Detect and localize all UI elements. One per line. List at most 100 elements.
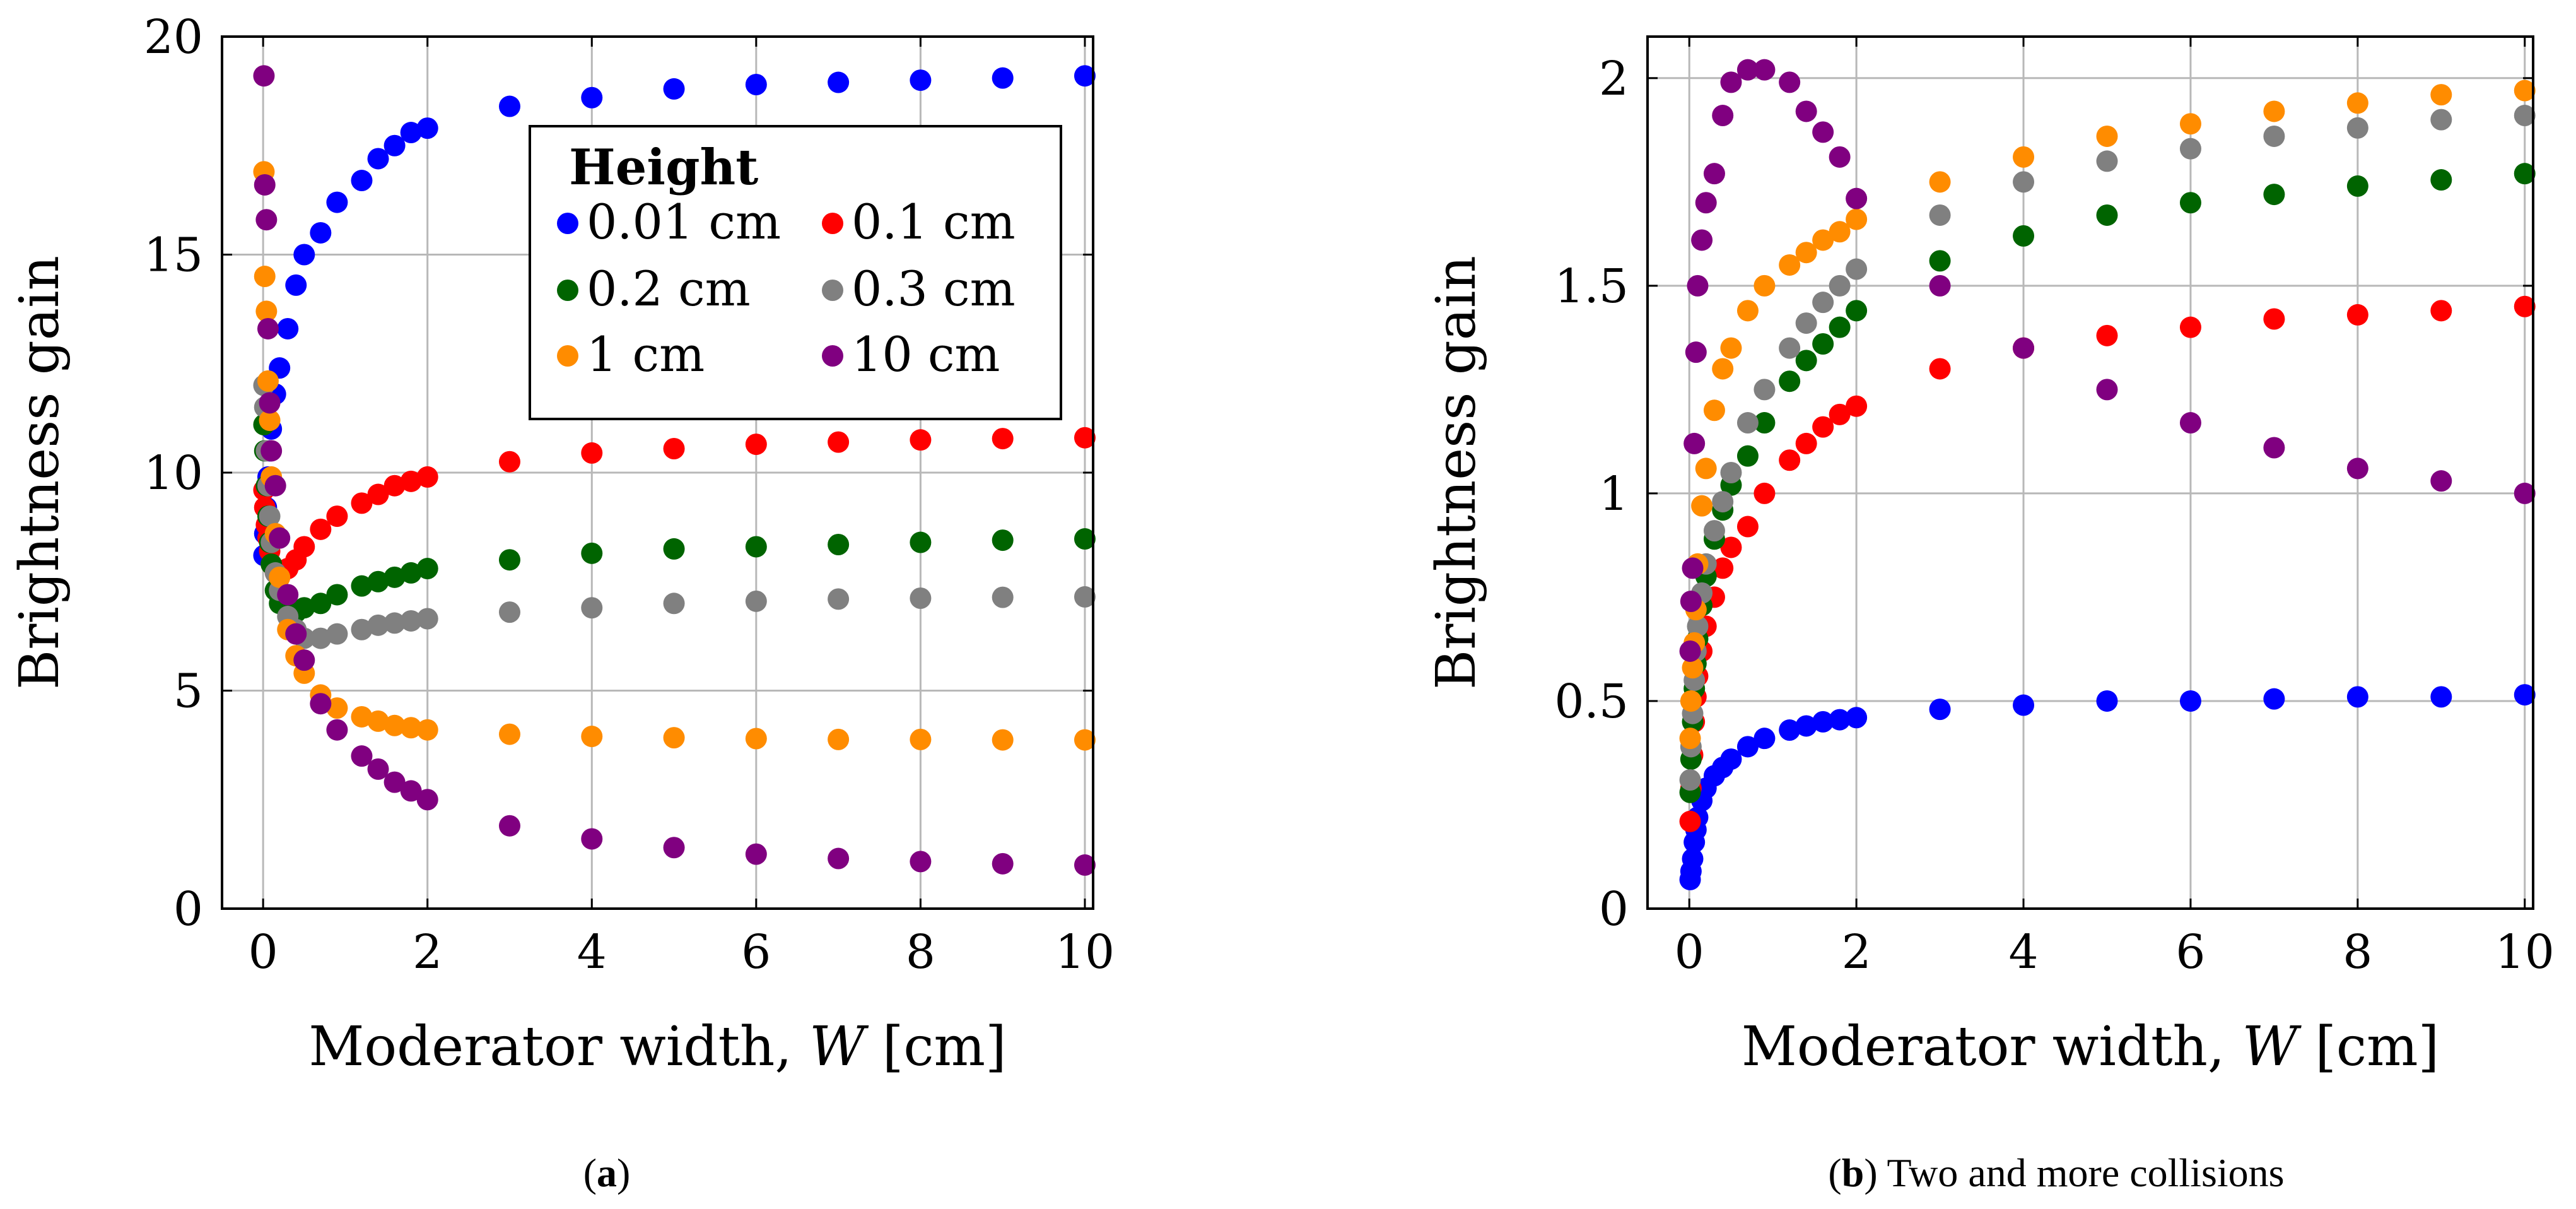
point-10-cm-24: [992, 852, 1014, 875]
x-axis-label-unit: [cm]: [2298, 1015, 2439, 1078]
point-10-cm-16: [1829, 146, 1851, 168]
point-0p01-cm-21: [745, 74, 767, 96]
point-0p2-cm-22: [828, 534, 850, 556]
point-1-cm-13: [1779, 254, 1801, 276]
point-1-cm-22: [828, 728, 850, 750]
point-0p3-cm-20: [663, 593, 685, 615]
point-0p1-cm-9: [1712, 557, 1734, 579]
point-0p2-cm-18: [498, 549, 520, 571]
point-10-cm-14: [367, 758, 389, 780]
series-0p1-cm: [1679, 295, 2536, 832]
point-10-cm-4: [1685, 341, 1707, 363]
point-0p01-cm-13: [351, 170, 373, 192]
point-0p01-cm-20: [663, 78, 685, 100]
point-0p3-cm-13: [351, 618, 373, 640]
point-10-cm-16: [400, 780, 422, 802]
point-0p2-cm-24: [2430, 169, 2452, 191]
point-0p3-cm-14: [1795, 312, 1817, 334]
point-0p1-cm-21: [745, 433, 767, 456]
point-1-cm-1: [1680, 690, 1702, 712]
point-0p01-cm-12: [326, 191, 348, 213]
legend-label-10-cm: 10 cm: [852, 326, 1000, 382]
point-0p1-cm-12: [1753, 482, 1776, 504]
y-axis-label: Brightness gain: [1425, 256, 1488, 690]
point-1-cm-24: [2430, 84, 2452, 106]
x-tick-label-6: 6: [741, 925, 771, 979]
point-0p01-cm-24: [992, 67, 1014, 89]
plot-frame: [1646, 35, 2534, 910]
point-0p3-cm-24: [992, 586, 1014, 608]
point-1-cm-25: [2514, 80, 2536, 102]
legend-box: [529, 125, 1062, 420]
caption-a: (a): [583, 1150, 631, 1195]
point-1-cm-7: [1695, 457, 1717, 480]
point-0p2-cm-24: [992, 529, 1014, 551]
point-0p01-cm-14: [1795, 715, 1817, 737]
x-axis-label-unit: [cm]: [865, 1015, 1007, 1078]
point-10-cm-6: [1691, 229, 1713, 251]
point-10-cm-25: [2514, 482, 2536, 504]
point-0p01-cm-15: [383, 134, 406, 156]
point-1-cm-1: [254, 266, 276, 288]
point-10-cm-17: [1846, 187, 1868, 209]
point-0p01-cm-22: [2263, 688, 2285, 710]
point-0p2-cm-19: [581, 542, 603, 564]
point-0p1-cm-17: [1846, 395, 1868, 417]
series-0p01-cm: [1679, 684, 2536, 890]
point-0p2-cm-12: [326, 584, 348, 606]
point-0p2-cm-21: [745, 536, 767, 558]
point-0p3-cm-21: [745, 590, 767, 612]
point-0p1-cm-20: [2096, 324, 2118, 346]
point-10-cm-3: [257, 317, 279, 339]
point-10-cm-1: [1680, 591, 1702, 613]
point-0p1-cm-12: [326, 505, 348, 528]
point-1-cm-19: [581, 726, 603, 748]
point-0p2-cm-10: [293, 597, 315, 619]
point-1-cm-25: [1074, 729, 1096, 751]
point-0p3-cm-19: [581, 597, 603, 619]
legend-marker-0p01-cm: [557, 213, 578, 234]
legend-label-0p3-cm: 0.3 cm: [852, 261, 1016, 317]
y-axis-label: Brightness gain: [8, 256, 71, 690]
point-0p3-cm-22: [828, 588, 850, 610]
point-0p1-cm-14: [1795, 432, 1817, 454]
point-1-cm-13: [351, 705, 373, 728]
y-tick-label-0: 0: [1599, 882, 1629, 936]
point-10-cm-1: [254, 174, 276, 196]
point-0p2-cm-13: [351, 575, 373, 597]
point-1-cm-15: [383, 714, 406, 736]
point-0p01-cm-23: [2346, 686, 2368, 708]
point-10-cm-19: [2013, 337, 2035, 359]
point-0p1-cm-0: [1679, 810, 1701, 832]
point-1-cm-10: [1720, 337, 1742, 359]
point-1-cm-17: [416, 719, 438, 741]
point-0p01-cm-19: [2013, 694, 2035, 716]
point-10-cm-21: [745, 843, 767, 865]
legend-marker-0p1-cm: [822, 213, 843, 234]
point-0p2-cm-20: [663, 538, 685, 560]
point-0p01-cm-13: [1779, 719, 1801, 741]
point-0p3-cm-15: [1812, 292, 1834, 314]
point-1-cm-16: [400, 717, 422, 739]
point-10-cm-10: [1720, 71, 1742, 93]
point-1-cm-15: [1812, 229, 1834, 251]
point-0p2-cm-14: [1795, 350, 1817, 372]
point-0p3-cm-24: [2430, 109, 2452, 131]
point-0p01-cm-15: [1812, 711, 1834, 733]
x-tick-label-8: 8: [906, 925, 935, 979]
point-1-cm-21: [745, 728, 767, 750]
point-10-cm-4: [259, 392, 281, 414]
point-1-cm-14: [1795, 242, 1817, 264]
point-10-cm-7: [1695, 192, 1717, 214]
point-0p01-cm-2: [1682, 848, 1704, 870]
point-0p3-cm-16: [400, 610, 422, 632]
point-0p01-cm-17: [416, 117, 438, 139]
point-0p1-cm-16: [400, 470, 422, 492]
point-1-cm-23: [2346, 92, 2368, 114]
legend-title: Height: [569, 139, 758, 196]
point-0p2-cm-13: [1779, 370, 1801, 392]
point-0p1-cm-16: [1829, 403, 1851, 425]
point-1-cm-2: [255, 300, 278, 322]
point-10-cm-10: [293, 649, 315, 671]
point-1-cm-22: [2263, 100, 2285, 122]
